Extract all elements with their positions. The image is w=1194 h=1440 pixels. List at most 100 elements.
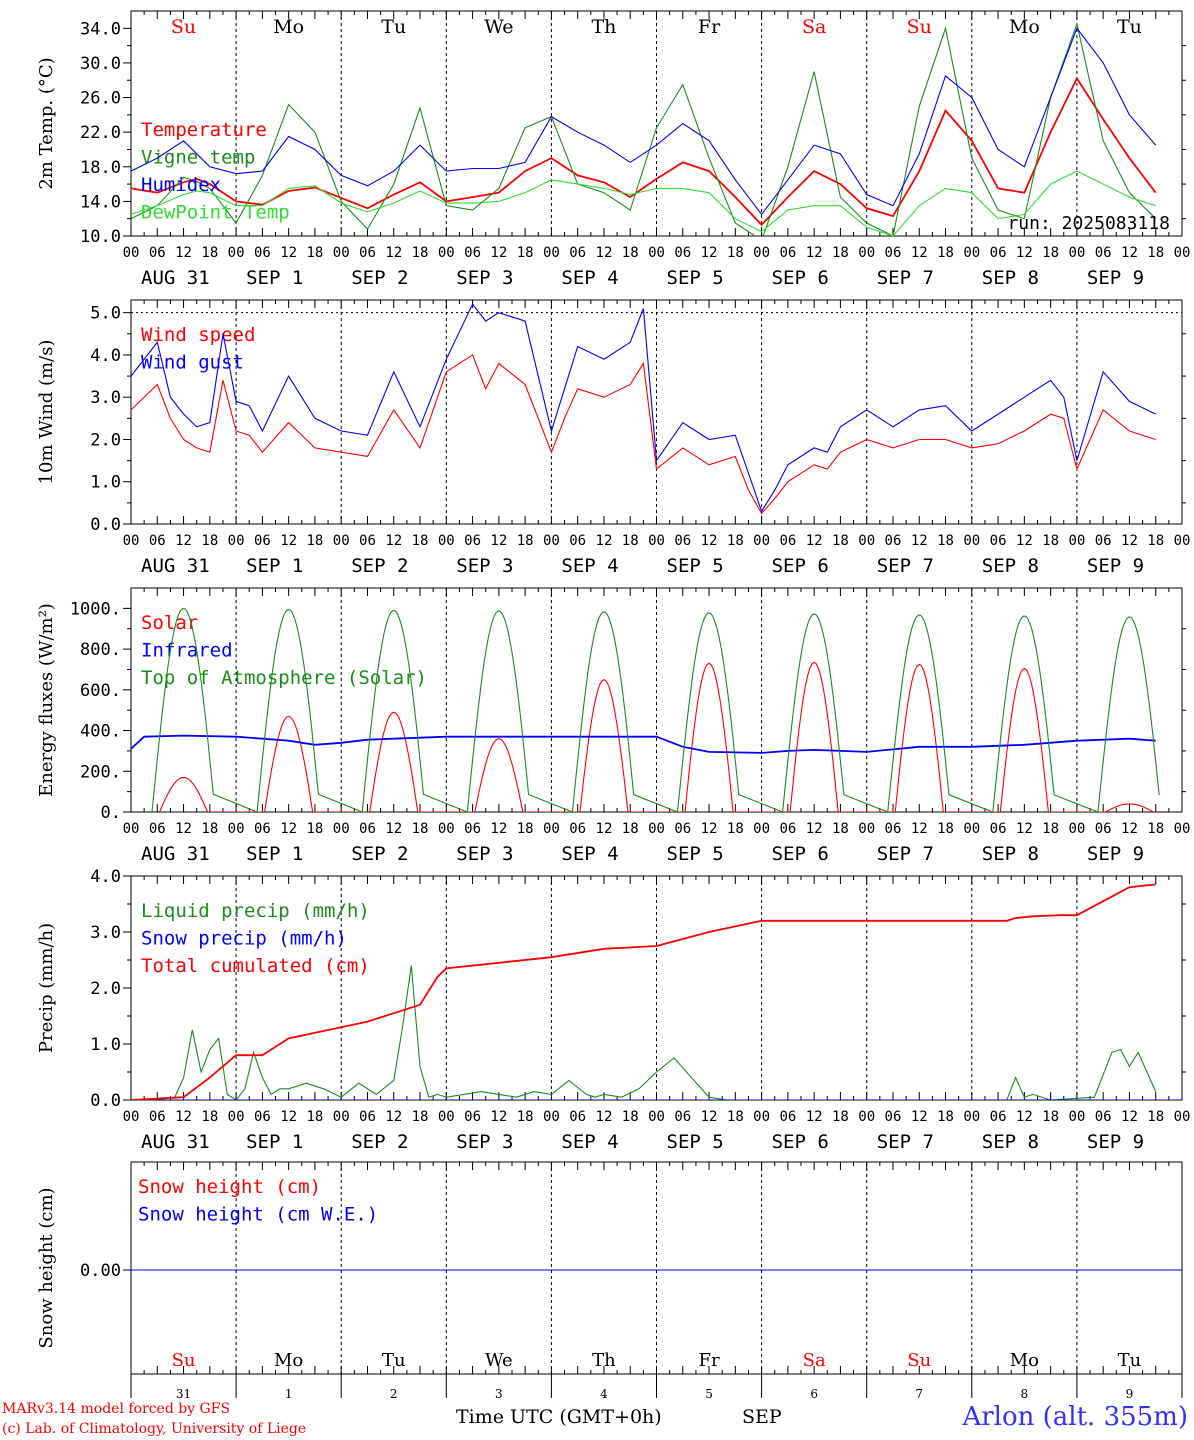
hour-label: 12 [596, 821, 613, 837]
hour-label: 18 [832, 1109, 849, 1125]
hour-label: 00 [333, 245, 350, 261]
panel-snow: 0.00 Snow height (cm) Snow height (cm) Snow… [36, 1161, 1183, 1401]
hour-label: 06 [885, 1109, 902, 1125]
weekday-label: Su [907, 1350, 931, 1371]
date-label: SEP 8 [982, 1131, 1039, 1153]
weekday-label: Su [171, 16, 196, 38]
hour-label: 00 [963, 821, 980, 837]
panel-temperature: 10.0 14.0 18.0 22.0 26.0 30.0 34.0 2m Temp. (°C… [36, 10, 1190, 289]
hour-label: 00 [1068, 1109, 1085, 1125]
weekday-label: Th [591, 16, 616, 38]
series-line [131, 27, 1157, 216]
legend-entry: Top of Atmosphere (Solar) [141, 667, 427, 689]
hour-label: 18 [412, 1109, 429, 1125]
date-label: SEP 7 [877, 843, 934, 865]
date-label: SEP 9 [1087, 555, 1144, 577]
hour-label: 18 [937, 821, 954, 837]
hour-label: 00 [858, 1109, 875, 1125]
hour-label: 12 [701, 245, 718, 261]
hour-label: 00 [333, 821, 350, 837]
weekday-label: Tu [1118, 1350, 1142, 1371]
day-number: 5 [705, 1387, 713, 1401]
y-axis-label: 2m Temp. (°C) [36, 57, 57, 189]
legend-entry: Wind gust [141, 352, 244, 374]
hour-label: 06 [990, 1109, 1007, 1125]
hour-label: 06 [1095, 245, 1112, 261]
series-line [131, 76, 1157, 227]
y-tick-label: 1.0 [90, 473, 121, 493]
y-tick-label: 0.00 [80, 1261, 121, 1281]
weekday-label: Mo [1009, 16, 1040, 38]
hour-label: 06 [885, 245, 902, 261]
hour-label: 18 [517, 533, 534, 549]
series-line [131, 170, 1156, 236]
date-label: SEP 7 [877, 267, 934, 289]
hour-label: 12 [280, 533, 297, 549]
hour-label: 18 [412, 533, 429, 549]
y-axis-label: 10m Wind (m/s) [36, 340, 57, 485]
hour-label: 00 [648, 821, 665, 837]
date-label: SEP 2 [351, 555, 408, 577]
y-tick-label: 200. [80, 762, 121, 782]
y-axis-label: Precip (mm/h) [36, 923, 57, 1053]
hour-label: 12 [280, 821, 297, 837]
hour-label: 12 [1121, 1109, 1138, 1125]
date-label: SEP 9 [1087, 843, 1144, 865]
day-number: 6 [810, 1387, 818, 1401]
hour-label: 06 [674, 821, 691, 837]
hour-label: 00 [858, 533, 875, 549]
weekday-label: We [484, 16, 513, 38]
plot-frame [130, 299, 1183, 525]
date-label: AUG 31 [141, 267, 210, 289]
date-label: SEP 1 [246, 555, 303, 577]
month-label: SEP [742, 1406, 782, 1428]
hour-label: 06 [464, 1109, 481, 1125]
hour-label: 12 [280, 1109, 297, 1125]
panel-energy: 0. 200. 400. 600. 800. 1000. Energy fluxes (W/… [36, 587, 1190, 865]
hour-label: 06 [149, 821, 166, 837]
weekday-label: Mo [1010, 1350, 1039, 1371]
y-tick-label: 22.0 [80, 123, 121, 143]
hour-label: 18 [832, 533, 849, 549]
hour-label: 18 [937, 1109, 954, 1125]
time-axis-title: Time UTC (GMT+0h) [456, 1406, 662, 1428]
y-tick-label: 600. [80, 681, 121, 701]
hour-label: 12 [701, 821, 718, 837]
hour-label: 00 [753, 821, 770, 837]
hour-label: 18 [1042, 245, 1059, 261]
date-label: SEP 2 [351, 1131, 408, 1153]
hour-label: 06 [674, 533, 691, 549]
y-tick-label: 34.0 [80, 19, 121, 39]
weekday-label: We [485, 1350, 513, 1371]
hour-label: 00 [648, 245, 665, 261]
date-label: SEP 4 [561, 843, 618, 865]
hour-label: 18 [517, 821, 534, 837]
y-tick-label: 1.0 [90, 1035, 121, 1055]
legend-entry: Snow precip (mm/h) [141, 928, 347, 950]
date-label: SEP 7 [877, 555, 934, 577]
day-number: 9 [1126, 1387, 1134, 1401]
hour-label: 12 [1121, 245, 1138, 261]
hour-label: 18 [412, 821, 429, 837]
hour-label: 12 [911, 533, 928, 549]
model-credit: MARv3.14 model forced by GFS [2, 1401, 231, 1417]
weekday-label: Su [907, 16, 932, 38]
hour-label: 12 [175, 245, 192, 261]
hour-label: 00 [858, 821, 875, 837]
weekday-label: Su [172, 1350, 196, 1371]
weekday-label: Fr [699, 1350, 720, 1371]
date-label: SEP 8 [982, 555, 1039, 577]
hour-label: 18 [937, 245, 954, 261]
hour-label: 00 [123, 245, 140, 261]
day-number: 8 [1021, 1387, 1029, 1401]
hour-label: 06 [990, 245, 1007, 261]
date-label: SEP 6 [772, 843, 829, 865]
day-number: 7 [915, 1387, 923, 1401]
hour-label: 18 [622, 1109, 639, 1125]
hour-label: 18 [1042, 1109, 1059, 1125]
y-tick-label: 2.0 [90, 430, 121, 450]
hour-label: 18 [412, 245, 429, 261]
hour-label: 18 [832, 245, 849, 261]
hour-label: 06 [1095, 533, 1112, 549]
hour-label: 18 [727, 245, 744, 261]
